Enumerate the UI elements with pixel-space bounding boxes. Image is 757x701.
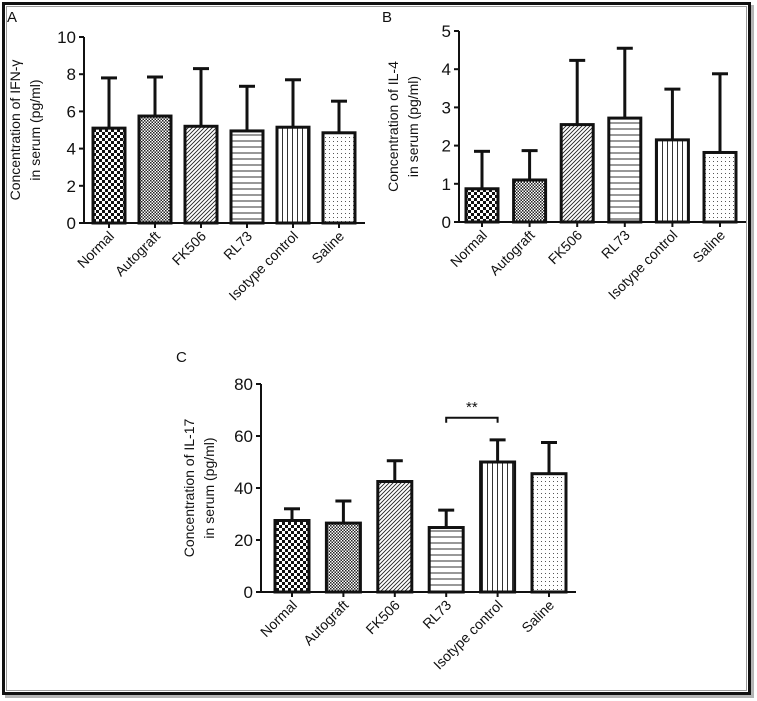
x-tick-label: Autograft xyxy=(112,228,164,280)
panel-a: A Concentration of IFN-γ in serum (pg/ml) 0… xyxy=(7,9,365,304)
bar xyxy=(321,131,357,225)
x-tick-label: Autograft xyxy=(300,597,352,649)
bar xyxy=(702,150,738,224)
x-tick-label: RL73 xyxy=(220,228,255,263)
panel-label: A xyxy=(7,9,17,26)
bar xyxy=(479,460,517,594)
y-tick-label: 60 xyxy=(234,427,253,446)
bar xyxy=(229,129,265,225)
y-axis-label: Concentration of IL-4 xyxy=(385,61,401,192)
bar xyxy=(275,125,311,225)
x-tick-label: Normal xyxy=(257,597,300,640)
bar xyxy=(137,114,173,225)
bar xyxy=(183,124,219,225)
y-tick-label: 80 xyxy=(234,375,253,394)
y-tick-label: 2 xyxy=(67,177,76,196)
y-tick-label: 8 xyxy=(67,65,76,84)
x-tick-label: Saline xyxy=(689,227,728,266)
y-tick-label: 4 xyxy=(67,140,76,159)
y-tick-label: 4 xyxy=(442,60,451,79)
x-tick-label: FK506 xyxy=(169,228,210,269)
y-tick-label: 2 xyxy=(442,137,451,156)
y-tick-label: 0 xyxy=(244,583,253,602)
y-tick-label: 1 xyxy=(442,175,451,194)
bar xyxy=(427,526,465,594)
panel-label: B xyxy=(382,9,392,26)
y-tick-label: 40 xyxy=(234,479,253,498)
panel-b: B Concentration of IL-4 in serum (pg/ml) 0 1… xyxy=(382,9,746,303)
y-axis-label: Concentration of IL-17 xyxy=(181,419,197,558)
x-tick-label: Normal xyxy=(447,227,490,270)
bar xyxy=(607,116,643,224)
bar xyxy=(530,472,568,594)
y-axis-label: in serum (pg/ml) xyxy=(201,437,217,538)
figure-frame xyxy=(2,2,751,695)
bar xyxy=(559,123,595,224)
significance-bracket xyxy=(445,416,499,423)
bar xyxy=(512,178,548,224)
y-tick-label: 0 xyxy=(67,214,76,233)
y-tick-label: 10 xyxy=(57,28,76,47)
significance-label: ** xyxy=(466,399,478,416)
y-tick-label: 6 xyxy=(67,102,76,121)
panel-c: C Concentration of IL-17 in serum (pg/ml) 0… xyxy=(176,349,576,673)
frame-shadow-bottom xyxy=(5,694,753,698)
y-tick-label: 0 xyxy=(442,213,451,232)
bar xyxy=(376,480,414,594)
x-tick-label: RL73 xyxy=(598,227,633,262)
bar xyxy=(464,187,500,224)
panel-label: C xyxy=(176,349,187,366)
x-tick-label: RL73 xyxy=(419,597,454,632)
x-tick-label: Saline xyxy=(308,228,347,267)
y-axis-label: in serum (pg/ml) xyxy=(27,79,43,180)
bar xyxy=(273,519,311,594)
x-tick-label: Normal xyxy=(74,228,117,271)
bar xyxy=(91,126,127,225)
y-axis-label: in serum (pg/ml) xyxy=(405,76,421,177)
x-tick-label: Saline xyxy=(518,597,557,636)
x-tick-label: FK506 xyxy=(362,597,403,638)
y-tick-label: 20 xyxy=(234,531,253,550)
x-tick-label: Autograft xyxy=(486,227,538,279)
frame-shadow-right xyxy=(750,5,754,698)
bar xyxy=(654,138,690,224)
figure-frame-inner xyxy=(6,6,747,691)
x-tick-label: FK506 xyxy=(545,227,586,268)
y-tick-label: 3 xyxy=(442,98,451,117)
y-tick-label: 5 xyxy=(442,22,451,41)
bar xyxy=(324,521,362,594)
y-axis-label: Concentration of IFN-γ xyxy=(7,60,23,201)
